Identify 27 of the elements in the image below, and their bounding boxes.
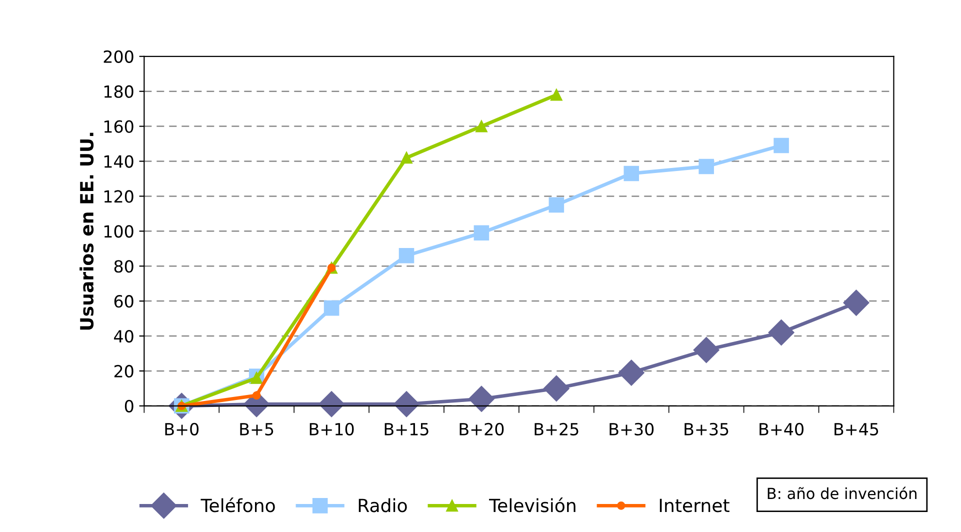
x-tick-label: B+15 xyxy=(384,423,428,436)
y-tick-label: 200 xyxy=(104,50,134,63)
text: B: año de invención xyxy=(768,486,916,500)
y-tick-label: 80 xyxy=(114,260,134,273)
y-tick-label: 20 xyxy=(114,364,134,378)
y-tick-label: 120 xyxy=(104,190,134,203)
x-tick-label: B+35 xyxy=(684,422,728,436)
y-tick-label: 60 xyxy=(114,295,134,308)
x-tick-label: B+0 xyxy=(165,422,199,436)
legend-label: Teléfono xyxy=(200,498,275,512)
legend-label: Televisión xyxy=(489,498,576,512)
y-axis-title: Usuarios en EE. UU. xyxy=(80,132,94,330)
y-tick-label: 0 xyxy=(124,400,134,412)
y-tick-label: 140 xyxy=(104,155,134,168)
x-tick-label: B+30 xyxy=(610,422,654,436)
x-tick-label: B+25 xyxy=(534,422,578,436)
y-tick-label: 40 xyxy=(114,330,134,343)
legend-label: Internet xyxy=(660,498,730,512)
y-tick-label: 180 xyxy=(104,85,134,98)
y-tick-label: 160 xyxy=(104,120,134,133)
x-tick-label: B+45 xyxy=(834,423,878,436)
x-tick-label: B+40 xyxy=(760,422,804,436)
legend-label: Radio xyxy=(358,498,407,512)
x-tick-label: B+20 xyxy=(460,422,504,436)
x-tick-label: B+10 xyxy=(310,422,354,436)
y-tick-label: 100 xyxy=(104,225,134,238)
x-tick-label: B+5 xyxy=(240,423,274,436)
